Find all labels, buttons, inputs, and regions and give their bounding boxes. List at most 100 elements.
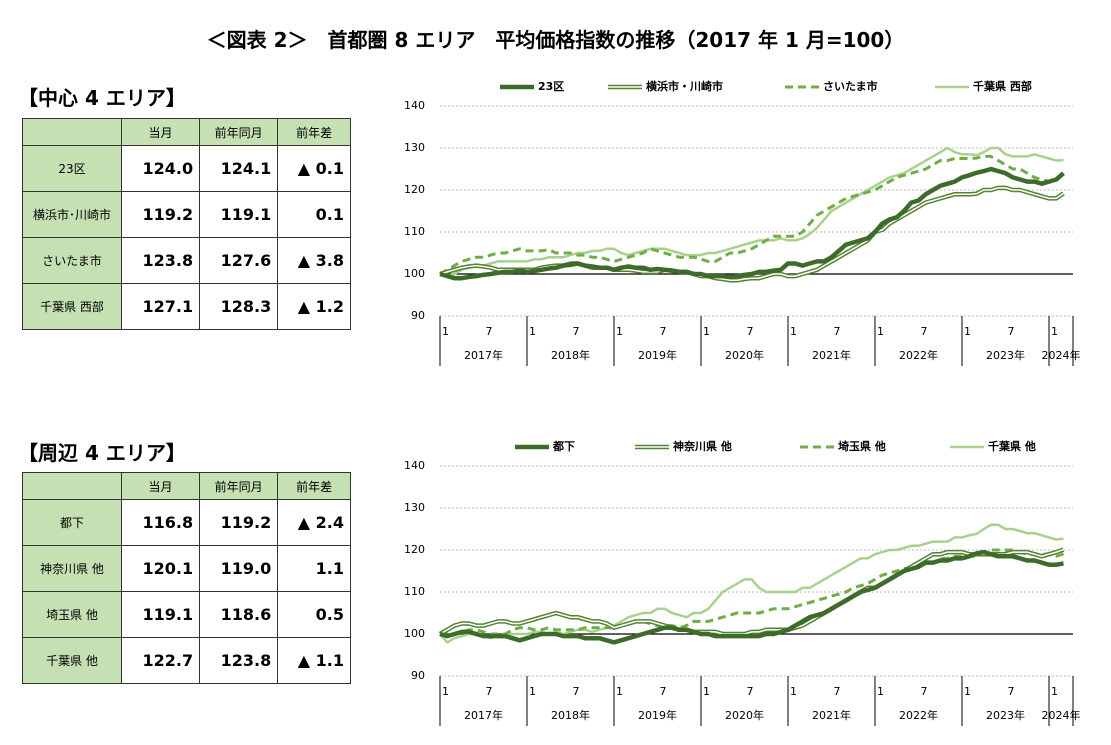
header-cell: 当月	[120, 118, 201, 146]
year-label: 2022年	[899, 348, 938, 362]
y-tick-label: 90	[411, 309, 425, 322]
header-cell: 当月	[120, 472, 201, 500]
series-line-inner	[439, 187, 1064, 282]
y-tick-label: 110	[404, 585, 425, 598]
value-cell: 118.6	[199, 591, 279, 638]
series-line-inner	[439, 548, 1064, 635]
x-tick-label: 7	[747, 685, 754, 698]
value-cell: 123.8	[120, 237, 201, 284]
x-tick-label: 1	[442, 685, 449, 698]
legend-label: 都下	[552, 439, 575, 453]
x-tick-label: 7	[573, 325, 580, 338]
data-table: 当月 前年同月 前年差 都下 116.8 119.2 ▲ 2.4 神奈川県 他 120.1 119…	[22, 472, 351, 684]
year-label: 2023年	[986, 348, 1025, 362]
value-cell: 0.1	[277, 191, 351, 238]
x-tick-label: 1	[703, 325, 710, 338]
year-label: 2017年	[464, 348, 503, 362]
year-label: 2024年	[1042, 348, 1081, 362]
x-tick-label: 7	[1008, 685, 1015, 698]
table-row: 神奈川県 他 120.1 119.0 1.1	[22, 545, 351, 592]
value-cell: 0.5	[277, 591, 351, 638]
y-tick-label: 100	[404, 627, 425, 640]
row-name: 千葉県 西部	[22, 283, 122, 330]
year-label: 2020年	[725, 708, 764, 722]
series-line	[439, 549, 1064, 645]
year-label: 2021年	[812, 348, 851, 362]
x-tick-label: 1	[529, 685, 536, 698]
legend-label: 神奈川県 他	[673, 439, 732, 453]
value-cell: 127.1	[120, 283, 201, 330]
header-cell	[22, 472, 122, 500]
value-cell: ▲ 1.2	[277, 283, 351, 330]
year-label: 2024年	[1042, 708, 1081, 722]
x-tick-label: 1	[442, 325, 449, 338]
x-tick-label: 1	[703, 685, 710, 698]
table-row: さいたま市 123.8 127.6 ▲ 3.8	[22, 237, 351, 284]
x-tick-label: 1	[790, 325, 797, 338]
value-cell: 116.8	[120, 499, 201, 546]
y-tick-label: 130	[404, 141, 425, 154]
x-tick-label: 7	[660, 685, 667, 698]
header-cell	[22, 118, 122, 146]
table-row: 都下 116.8 119.2 ▲ 2.4	[22, 499, 351, 546]
y-tick-label: 140	[404, 459, 425, 472]
series-line	[439, 166, 1065, 281]
value-cell: 127.6	[199, 237, 279, 284]
year-label: 2018年	[551, 708, 590, 722]
row-name: 神奈川県 他	[22, 545, 122, 592]
value-cell: ▲ 1.1	[277, 637, 351, 684]
series-line	[439, 154, 1065, 276]
value-cell: 119.0	[199, 545, 279, 592]
table-row: 埼玉県 他 119.1 118.6 0.5	[22, 591, 351, 638]
x-tick-label: 1	[616, 325, 623, 338]
table-row: 横浜市･川崎市 119.2 119.1 0.1	[22, 191, 351, 238]
year-label: 2018年	[551, 348, 590, 362]
value-cell: 124.1	[199, 145, 279, 192]
section-heading: 【周辺 4 エリア】	[18, 441, 186, 465]
table-row: 千葉県 西部 127.1 128.3 ▲ 1.2	[22, 283, 351, 330]
year-label: 2021年	[812, 708, 851, 722]
y-tick-label: 90	[411, 669, 425, 682]
header-cell: 前年差	[277, 472, 351, 500]
x-tick-label: 1	[1051, 325, 1058, 338]
value-cell: 1.1	[277, 545, 351, 592]
x-tick-label: 7	[747, 325, 754, 338]
value-cell: 122.7	[120, 637, 201, 684]
x-tick-label: 7	[573, 685, 580, 698]
header-cell: 前年同月	[199, 118, 279, 146]
header-row: 当月 前年同月 前年差	[22, 118, 351, 146]
header-cell: 前年同月	[199, 472, 279, 500]
year-label: 2020年	[725, 348, 764, 362]
row-name: 23区	[22, 145, 122, 192]
x-tick-label: 7	[834, 685, 841, 698]
row-name: 埼玉県 他	[22, 591, 122, 638]
series-line	[439, 523, 1064, 644]
value-cell: 119.2	[199, 499, 279, 546]
y-tick-label: 110	[404, 225, 425, 238]
legend-label: 千葉県 西部	[973, 79, 1032, 93]
y-tick-label: 120	[404, 183, 425, 196]
year-label: 2022年	[899, 708, 938, 722]
y-tick-label: 140	[404, 99, 425, 112]
x-tick-label: 1	[877, 325, 884, 338]
x-tick-label: 7	[660, 325, 667, 338]
x-tick-label: 1	[877, 685, 884, 698]
year-label: 2017年	[464, 708, 503, 722]
value-cell: 119.2	[120, 191, 201, 238]
year-label: 2023年	[986, 708, 1025, 722]
x-tick-label: 7	[1008, 325, 1015, 338]
page-title: ＜図表 2＞ 首都圏 8 エリア 平均価格指数の推移（2017 年 1 月=10…	[206, 28, 905, 52]
series-line	[439, 185, 1065, 283]
x-tick-label: 7	[921, 685, 928, 698]
row-name: 都下	[22, 499, 122, 546]
section-heading: 【中心 4 エリア】	[18, 86, 186, 110]
value-cell: ▲ 0.1	[277, 145, 351, 192]
value-cell: 124.0	[120, 145, 201, 192]
header-row: 当月 前年同月 前年差	[22, 472, 351, 500]
header-cell: 前年差	[277, 118, 351, 146]
y-tick-label: 130	[404, 501, 425, 514]
x-tick-label: 7	[486, 325, 493, 338]
value-cell: ▲ 3.8	[277, 237, 351, 284]
